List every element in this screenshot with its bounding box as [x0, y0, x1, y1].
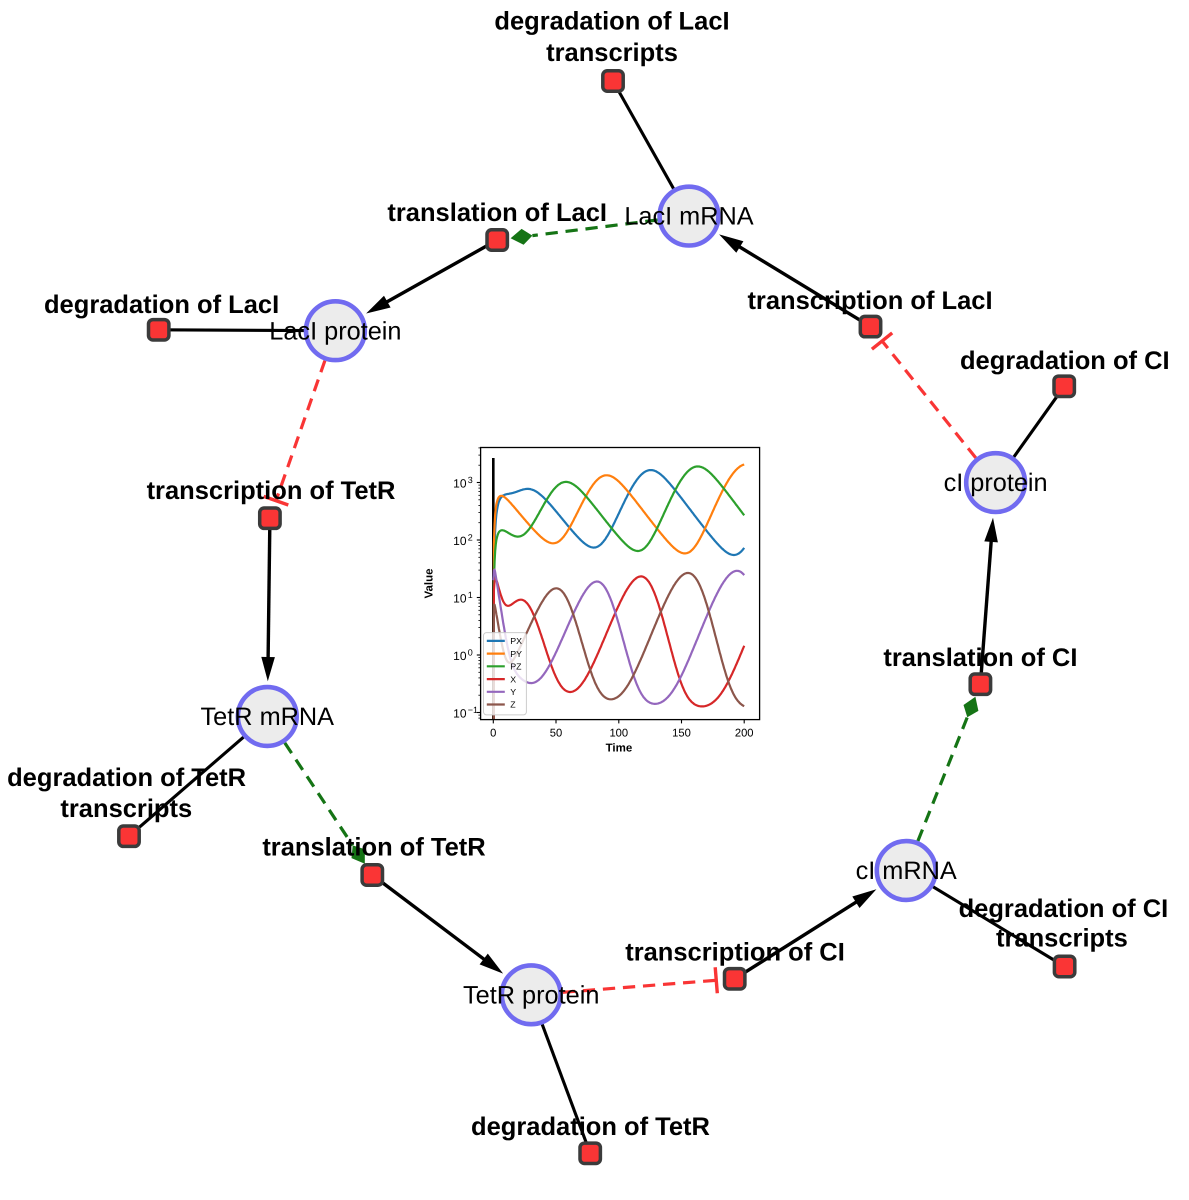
svg-text:transcripts: transcripts — [546, 39, 678, 67]
svg-text:TetR protein: TetR protein — [463, 981, 599, 1009]
svg-text:100: 100 — [609, 728, 628, 740]
svg-text:10: 10 — [453, 707, 467, 721]
svg-text:transcription of CI: transcription of CI — [625, 939, 845, 967]
svg-text:50: 50 — [550, 728, 562, 740]
svg-text:cI mRNA: cI mRNA — [856, 857, 957, 885]
svg-text:Y: Y — [510, 687, 516, 697]
svg-text:transcription of TetR: transcription of TetR — [147, 477, 396, 505]
svg-text:translation of CI: translation of CI — [883, 644, 1077, 672]
svg-text:10: 10 — [453, 649, 467, 663]
svg-text:200: 200 — [735, 728, 754, 740]
svg-text:TetR mRNA: TetR mRNA — [201, 703, 335, 731]
svg-text:0: 0 — [468, 648, 473, 658]
svg-text:transcripts: transcripts — [60, 795, 192, 823]
svg-text:LacI protein: LacI protein — [269, 317, 401, 345]
svg-text:transcription of LacI: transcription of LacI — [747, 287, 992, 315]
svg-text:degradation of TetR: degradation of TetR — [7, 764, 246, 792]
svg-text:X: X — [510, 674, 516, 684]
svg-text:3: 3 — [468, 475, 473, 485]
svg-text:Time: Time — [606, 743, 633, 755]
svg-text:translation of LacI: translation of LacI — [387, 199, 607, 227]
svg-text:10: 10 — [453, 534, 467, 548]
svg-text:degradation of LacI: degradation of LacI — [44, 291, 279, 319]
svg-text:2: 2 — [468, 533, 473, 543]
svg-text:degradation of TetR: degradation of TetR — [471, 1113, 710, 1141]
svg-text:10: 10 — [453, 477, 467, 491]
svg-text:−1: −1 — [468, 705, 478, 715]
svg-text:cI protein: cI protein — [944, 469, 1048, 497]
svg-text:150: 150 — [672, 728, 691, 740]
svg-text:degradation of CI: degradation of CI — [959, 895, 1169, 923]
svg-text:10: 10 — [453, 592, 467, 606]
svg-text:degradation of CI: degradation of CI — [960, 347, 1170, 375]
svg-text:degradation of LacI: degradation of LacI — [494, 8, 729, 36]
svg-text:Z: Z — [510, 700, 516, 710]
svg-text:PX: PX — [510, 636, 522, 646]
svg-text:PZ: PZ — [510, 662, 522, 672]
svg-text:0: 0 — [490, 728, 496, 740]
svg-text:Value: Value — [424, 568, 436, 598]
svg-text:1: 1 — [468, 590, 473, 600]
svg-text:translation of TetR: translation of TetR — [262, 833, 485, 861]
svg-text:PY: PY — [510, 649, 522, 659]
svg-text:transcripts: transcripts — [996, 925, 1128, 953]
svg-text:LacI mRNA: LacI mRNA — [624, 203, 753, 231]
